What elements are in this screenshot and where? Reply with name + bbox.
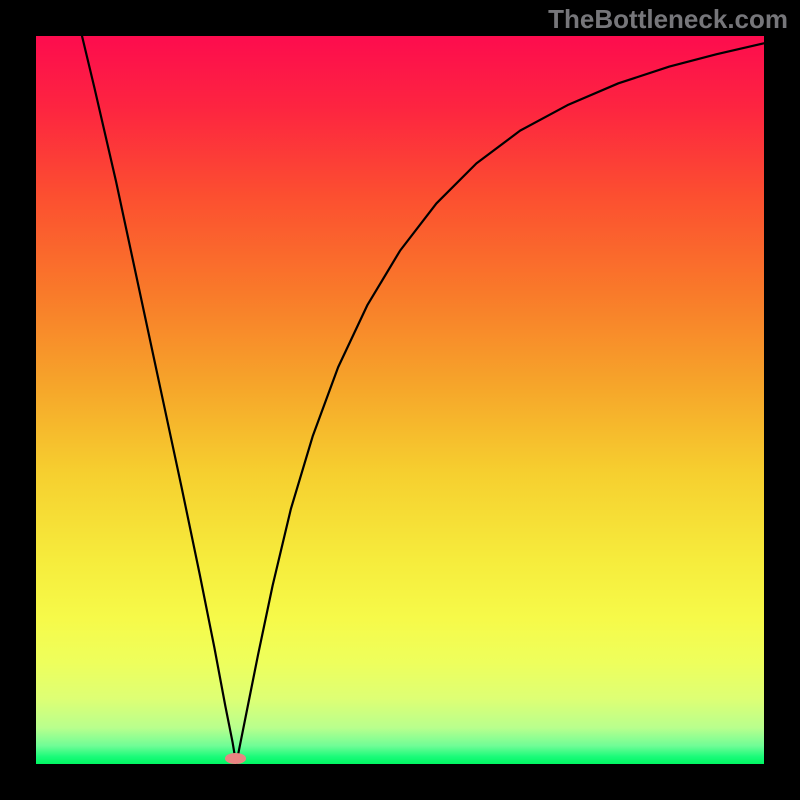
plot-area [36, 36, 764, 764]
chart-svg [36, 36, 764, 764]
watermark-text: TheBottleneck.com [548, 4, 788, 35]
minimum-marker [225, 753, 247, 764]
gradient-background [36, 36, 764, 764]
chart-frame: TheBottleneck.com [0, 0, 800, 800]
